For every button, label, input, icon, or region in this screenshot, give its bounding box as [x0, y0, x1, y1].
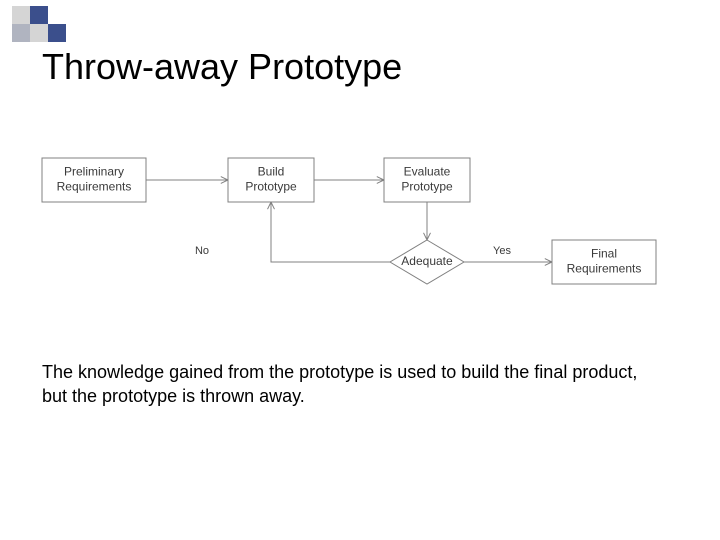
node-build-label: Prototype: [245, 180, 297, 194]
node-evaluate-label: Evaluate: [404, 165, 451, 179]
edge-adequate-build: [271, 202, 390, 262]
node-final-label: Final: [591, 247, 617, 261]
decor-square: [30, 6, 48, 24]
node-evaluate-label: Prototype: [401, 180, 453, 194]
page-title: Throw-away Prototype: [42, 46, 402, 88]
caption-text: The knowledge gained from the prototype …: [42, 360, 662, 409]
decor-square: [48, 24, 66, 42]
decor-square: [12, 24, 30, 42]
node-prelim-label: Preliminary: [64, 165, 124, 179]
flowchart-diagram: YesNoPreliminaryRequirementsBuildPrototy…: [32, 140, 672, 320]
decor-square: [30, 24, 48, 42]
node-prelim-label: Requirements: [57, 180, 132, 194]
edge-label-no: No: [195, 245, 209, 257]
decor-square: [12, 6, 30, 24]
node-adequate-label: Adequate: [401, 254, 453, 268]
edge-label-yes: Yes: [493, 245, 511, 257]
node-build-label: Build: [258, 165, 285, 179]
node-final-label: Requirements: [567, 262, 642, 276]
